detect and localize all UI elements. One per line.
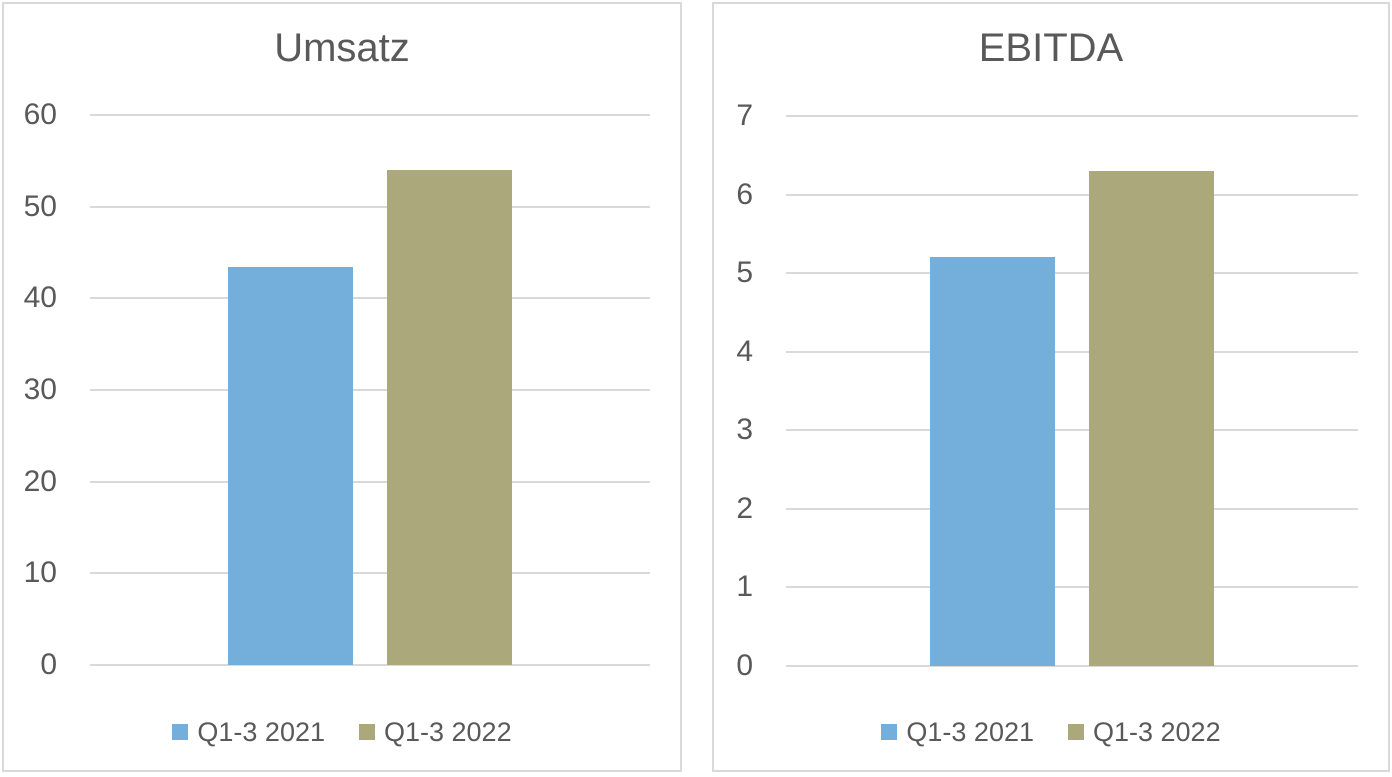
chart-title: Umsatz — [274, 26, 410, 70]
plot-area: 0 10 20 30 40 50 60 — [24, 100, 650, 680]
y-axis-tick-label: 6 — [736, 177, 753, 211]
umsatz-chart: Umsatz 0 10 20 30 40 50 60 Q1-3 2021 Q1-3 2022 — [2, 2, 682, 772]
y-axis-tick-label: 3 — [736, 413, 753, 447]
y-axis-tick-label: 2 — [736, 491, 753, 525]
y-axis-tick-label: 1 — [736, 570, 753, 604]
legend-label: Q1-3 2021 — [197, 717, 325, 747]
gridline — [90, 114, 650, 116]
gridline — [786, 507, 1358, 510]
y-axis-tick-label: 30 — [23, 373, 57, 406]
plot-area: 0 1 2 3 4 5 6 7 — [736, 101, 1358, 681]
legend-swatch-icon — [881, 724, 898, 740]
gridline — [786, 350, 1358, 353]
bar-q1-3-2021 — [228, 267, 353, 665]
gridline — [786, 115, 1358, 117]
legend-label: Q1-3 2022 — [1093, 717, 1221, 747]
gridline — [90, 389, 650, 391]
y-axis-tick-label: 5 — [736, 256, 753, 290]
y-axis-tick-label: 4 — [736, 334, 753, 368]
gridline — [786, 272, 1358, 275]
y-axis-tick-label: 20 — [23, 464, 57, 498]
ebitda-chart: EBITDA 0 1 2 3 4 5 6 7 Q1-3 2021 Q1-3 2022 — [712, 2, 1390, 772]
legend-swatch-icon — [1068, 724, 1084, 740]
legend-item: Q1-3 2021 — [881, 716, 1034, 748]
legend-swatch-icon — [359, 724, 375, 740]
chart-legend: Q1-3 2021 Q1-3 2022 — [4, 716, 680, 748]
gridline — [90, 480, 650, 483]
legend-item: Q1-3 2022 — [1068, 716, 1221, 748]
legend-item: Q1-3 2022 — [359, 716, 512, 748]
gridline — [786, 586, 1358, 589]
legend-swatch-icon — [172, 724, 189, 740]
legend-label: Q1-3 2021 — [906, 717, 1034, 747]
chart-title: EBITDA — [978, 26, 1124, 70]
gridline — [90, 664, 650, 666]
gridline — [786, 429, 1358, 432]
y-axis-tick-label: 50 — [23, 189, 57, 223]
gridline — [90, 297, 650, 300]
legend-item: Q1-3 2021 — [172, 716, 325, 748]
bar-q1-3-2022 — [1089, 171, 1214, 666]
y-axis-tick-label: 60 — [23, 98, 57, 131]
y-axis-tick-label: 10 — [23, 556, 57, 590]
bar-q1-3-2022 — [387, 170, 512, 665]
y-axis-tick-label: 40 — [23, 281, 57, 315]
chart-legend: Q1-3 2021 Q1-3 2022 — [714, 716, 1388, 748]
y-axis-tick-label: 0 — [736, 649, 753, 682]
bar-q1-3-2021 — [930, 257, 1055, 666]
y-axis-tick-label: 7 — [736, 99, 753, 132]
y-axis-tick-label: 0 — [40, 648, 57, 681]
legend-label: Q1-3 2022 — [384, 717, 512, 747]
gridline — [786, 665, 1358, 667]
gridline — [90, 572, 650, 575]
gridline — [786, 193, 1358, 196]
gridline — [90, 205, 650, 208]
